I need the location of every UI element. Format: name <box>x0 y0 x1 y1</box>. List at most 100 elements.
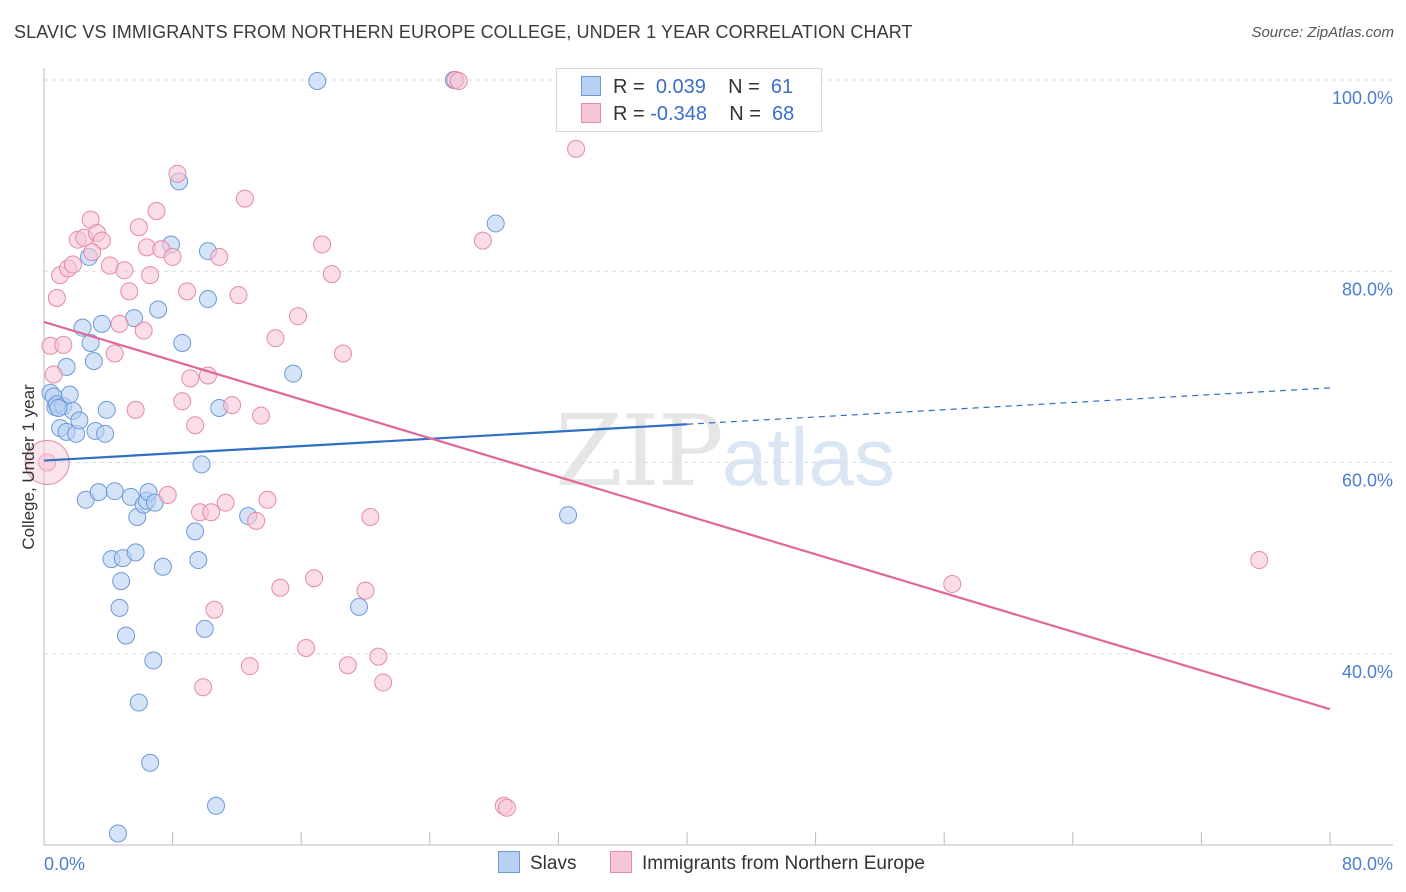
immigrants-point <box>181 369 200 388</box>
immigrants-point <box>168 164 187 183</box>
slavs-point <box>192 455 211 474</box>
immigrants-point <box>271 578 290 597</box>
r-label: R = <box>613 76 645 98</box>
slavs-point <box>129 693 148 712</box>
slavs-point <box>49 398 68 417</box>
slavs-point <box>173 333 192 352</box>
slavs-point <box>153 557 172 576</box>
immigrants-legend-swatch <box>610 851 632 873</box>
slavs-point <box>89 483 108 502</box>
immigrants-point <box>247 511 266 530</box>
slavs-point <box>144 651 163 670</box>
y-tick-label: 40.0% <box>1342 662 1393 682</box>
immigrants-point <box>38 453 57 472</box>
immigrants-point <box>126 400 145 419</box>
x-tick-marks <box>43 832 1331 845</box>
chart-title: SLAVIC VS IMMIGRANTS FROM NORTHERN EUROP… <box>14 22 913 42</box>
immigrants-point <box>240 657 259 676</box>
immigrants-point <box>497 798 516 817</box>
slavs-point <box>198 289 217 308</box>
immigrants-point <box>266 329 285 348</box>
slavs-point <box>284 364 303 383</box>
slavs-legend-label: Slavs <box>530 853 577 874</box>
immigrants-point <box>178 282 197 301</box>
immigrants-point <box>356 581 375 600</box>
trend-lines <box>43 320 1331 711</box>
slavs-point <box>84 352 103 371</box>
slavs-point <box>189 551 208 570</box>
immigrants-point <box>374 673 393 692</box>
immigrants-point <box>223 396 242 415</box>
immigrants-point <box>47 289 66 308</box>
y-tick-labels: 100.0% 80.0% 60.0% 40.0% <box>1332 88 1393 682</box>
n-label: N = <box>728 76 760 98</box>
slavs-point <box>92 314 111 333</box>
immigrants-point <box>229 286 248 305</box>
slavs-swatch <box>581 76 601 96</box>
immigrants-point <box>297 639 316 658</box>
slavs-point <box>112 572 131 591</box>
slavs-point <box>70 411 89 430</box>
immigrants-point <box>258 490 277 509</box>
n-label: N = <box>729 103 761 125</box>
immigrants-trend-line <box>43 320 1331 711</box>
immigrants-legend-label: Immigrants from Northern Europe <box>642 853 925 874</box>
immigrants-point <box>92 231 111 250</box>
immigrants-points <box>24 71 1269 817</box>
y-axis-title: College, Under 1 year <box>19 384 38 550</box>
r-value: 0.039 <box>655 76 706 98</box>
immigrants-point <box>305 569 324 588</box>
slavs-point <box>207 796 226 815</box>
legend-row-immigrants: R = -0.348 N = 68 <box>581 101 794 127</box>
y-tick-label: 80.0% <box>1342 279 1393 299</box>
immigrants-point <box>110 314 129 333</box>
immigrants-point <box>173 392 192 411</box>
slavs-point <box>96 424 115 443</box>
immigrants-point <box>83 243 102 262</box>
immigrants-point <box>198 366 217 385</box>
slavs-point <box>60 385 79 404</box>
slavs-point <box>149 300 168 319</box>
immigrants-point <box>288 307 307 326</box>
immigrants-point <box>210 247 229 266</box>
slavs-point <box>81 333 100 352</box>
slavs-legend-swatch <box>498 851 520 873</box>
immigrants-point <box>205 600 224 619</box>
immigrants-point <box>216 493 235 512</box>
slavs-trend-extension <box>686 387 1331 425</box>
immigrants-point <box>449 71 468 90</box>
x-tick-label-max: 80.0% <box>1342 854 1393 874</box>
immigrants-point <box>361 508 380 527</box>
immigrants-point <box>54 335 73 354</box>
y-tick-label: 100.0% <box>1332 88 1393 108</box>
immigrants-point <box>120 282 139 301</box>
immigrants-point <box>44 365 63 384</box>
immigrants-point <box>235 189 254 208</box>
y-tick-label: 60.0% <box>1342 471 1393 491</box>
immigrants-point-large <box>24 440 70 485</box>
n-value: 68 <box>772 103 795 125</box>
immigrants-point <box>322 265 341 284</box>
legend-row-slavs: R = 0.039 N = 61 <box>581 74 793 100</box>
immigrants-point <box>313 235 332 254</box>
axes <box>43 68 1393 846</box>
source-credit: Source: ZipAtlas.com <box>1251 24 1394 41</box>
immigrants-point <box>134 321 153 340</box>
x-tick-label-min: 0.0% <box>44 854 85 874</box>
slavs-point <box>486 214 505 233</box>
slavs-point <box>308 71 327 90</box>
immigrants-point <box>202 503 221 522</box>
immigrants-point <box>333 344 352 363</box>
n-value: 61 <box>770 76 794 98</box>
immigrants-point <box>473 231 492 250</box>
immigrants-point <box>252 406 271 425</box>
watermark-zip: ZIP <box>555 395 724 509</box>
slavs-point <box>116 626 135 645</box>
grid-lines <box>44 79 1393 655</box>
immigrants-point <box>129 218 148 237</box>
stats-legend: R = 0.039 N = 61 R = -0.348 N = 68 <box>556 68 822 132</box>
slavs-point <box>105 482 124 501</box>
slavs-point <box>126 543 145 562</box>
r-label: R = <box>613 103 645 125</box>
